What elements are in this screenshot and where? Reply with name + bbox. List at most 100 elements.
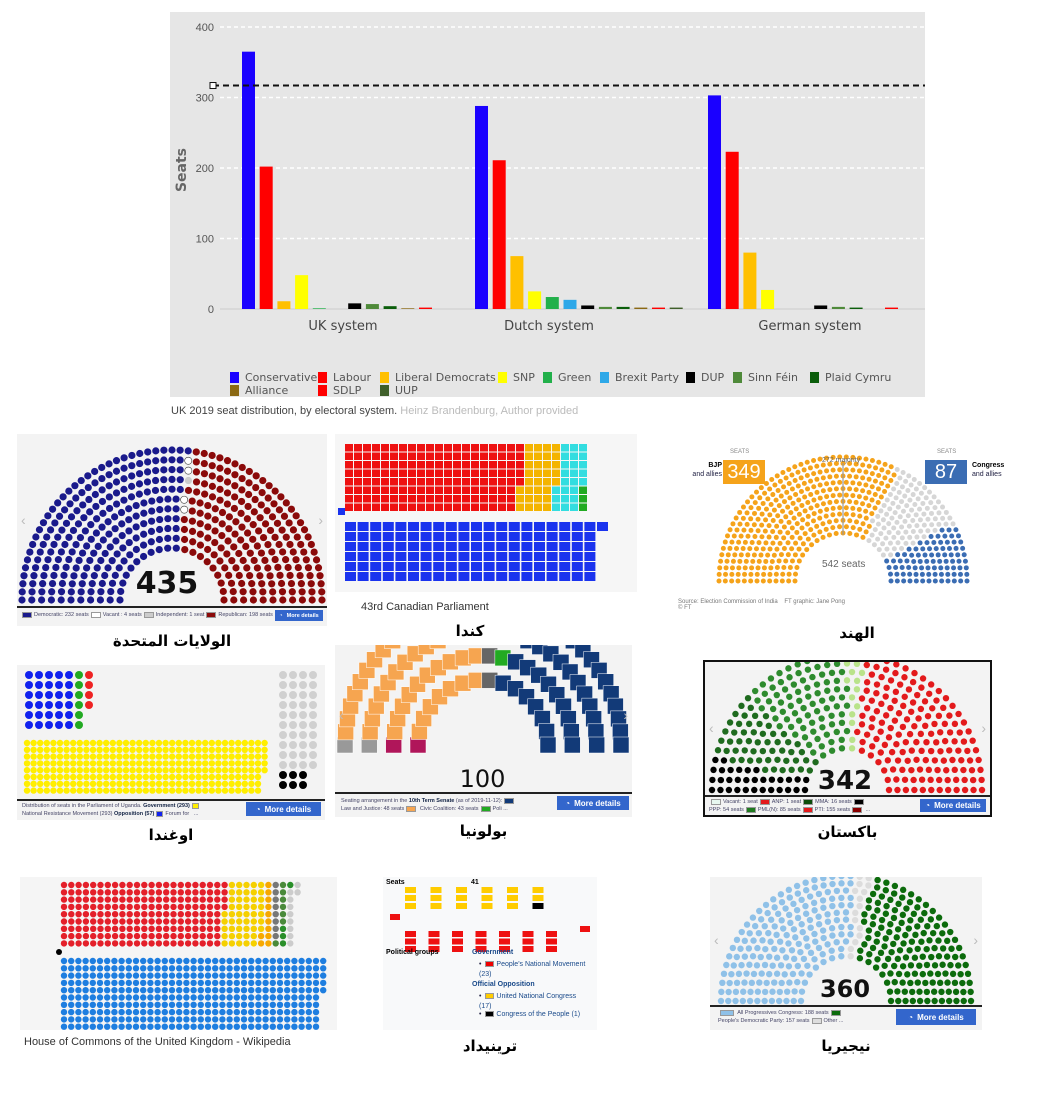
- legend-item[interactable]: SDLP: [318, 384, 361, 397]
- seat: [891, 525, 897, 531]
- seat: [250, 896, 257, 903]
- legend-item[interactable]: Alliance: [230, 384, 288, 397]
- seat: [741, 712, 748, 719]
- seat: [507, 461, 515, 469]
- next-arrow-icon[interactable]: ›: [623, 707, 628, 723]
- seat: [725, 988, 732, 996]
- seat: [208, 773, 215, 781]
- seat: [292, 556, 300, 564]
- seat: [931, 565, 937, 571]
- seat: [917, 540, 923, 546]
- seat: [941, 720, 949, 728]
- seat: [927, 747, 935, 755]
- seat: [967, 997, 975, 1005]
- seat: [922, 901, 930, 909]
- seat: [462, 452, 470, 460]
- legend-item[interactable]: Labour: [318, 371, 371, 384]
- seat: [372, 503, 380, 511]
- seat: [125, 965, 132, 972]
- seat: [743, 776, 750, 784]
- more-details-button[interactable]: ◔ More details: [896, 1009, 976, 1025]
- prev-arrow-icon[interactable]: ‹: [339, 707, 344, 723]
- seat: [168, 1023, 176, 1030]
- seat: [204, 972, 212, 979]
- more-details-button[interactable]: ◔ More details: [920, 799, 986, 812]
- seat: [119, 932, 126, 940]
- seat: [103, 767, 110, 774]
- seat: [525, 444, 533, 452]
- seat: [778, 979, 785, 987]
- seat: [291, 1016, 298, 1023]
- seat: [915, 715, 922, 722]
- more-details-button[interactable]: ◔ More details: [275, 610, 323, 621]
- seat: [804, 962, 811, 969]
- seat: [881, 962, 888, 969]
- seat: [811, 884, 819, 891]
- legend-item[interactable]: Liberal Democrats: [380, 371, 496, 384]
- seat: [160, 466, 168, 474]
- opposition-label[interactable]: Official Opposition: [472, 981, 535, 988]
- seat: [405, 931, 416, 937]
- seat: [453, 486, 461, 494]
- next-arrow-icon[interactable]: ›: [973, 932, 978, 948]
- legend-item[interactable]: Green: [543, 371, 591, 384]
- seat: [370, 522, 382, 531]
- seat: [37, 760, 44, 767]
- seat: [546, 931, 557, 937]
- seat: [790, 955, 798, 963]
- prev-arrow-icon[interactable]: ‹: [709, 720, 714, 736]
- seat: [96, 965, 104, 972]
- seat: [805, 693, 812, 700]
- bar-labour: [725, 151, 739, 309]
- seat: [87, 588, 95, 596]
- seat: [94, 542, 102, 550]
- seat: [785, 940, 792, 947]
- legend-item[interactable]: Plaid Cymru: [810, 371, 891, 384]
- seat: [945, 988, 952, 995]
- more-details-button[interactable]: ◔ More details: [557, 796, 629, 810]
- legend-item[interactable]: UUP: [380, 384, 418, 397]
- seat: [176, 957, 183, 965]
- prev-arrow-icon[interactable]: ‹: [21, 512, 26, 528]
- legend-item[interactable]: DUP: [686, 371, 724, 384]
- legend-item[interactable]: Brexit Party: [600, 371, 679, 384]
- seat: [305, 1008, 312, 1016]
- seat: [928, 510, 934, 516]
- seat: [923, 495, 929, 501]
- seat: [806, 893, 814, 900]
- seat: [794, 521, 800, 527]
- seat: [221, 760, 229, 767]
- seat: [77, 588, 85, 596]
- government-label[interactable]: Government: [472, 949, 514, 956]
- seat: [60, 881, 68, 889]
- seat: [298, 1008, 305, 1016]
- seat: [795, 669, 802, 677]
- more-details-button[interactable]: ◔ More details: [246, 802, 321, 816]
- seat: [819, 951, 826, 958]
- uganda-legend: Distribution of seats in the Parliament …: [22, 802, 199, 817]
- seat: [45, 671, 53, 679]
- seat: [749, 914, 757, 921]
- seat: [952, 776, 960, 784]
- seat: [221, 780, 229, 787]
- seat: [433, 552, 445, 561]
- next-arrow-icon[interactable]: ›: [981, 720, 986, 736]
- legend-item[interactable]: Sinn Féin: [733, 371, 798, 384]
- seat: [99, 536, 107, 544]
- seat: [88, 580, 96, 588]
- seat: [90, 932, 97, 940]
- seat: [444, 495, 452, 503]
- seat: [865, 904, 872, 911]
- seat: [155, 896, 163, 903]
- seat: [97, 881, 104, 889]
- legend-item[interactable]: SNP: [498, 371, 535, 384]
- prev-arrow-icon[interactable]: ‹: [714, 932, 719, 948]
- seat: [54, 533, 62, 541]
- seat: [195, 739, 202, 747]
- seat: [921, 534, 927, 540]
- next-arrow-icon[interactable]: ›: [318, 512, 323, 528]
- seat: [113, 500, 121, 508]
- seat: [142, 739, 149, 747]
- legend-item[interactable]: Conservative: [230, 371, 317, 384]
- seat: [122, 780, 130, 787]
